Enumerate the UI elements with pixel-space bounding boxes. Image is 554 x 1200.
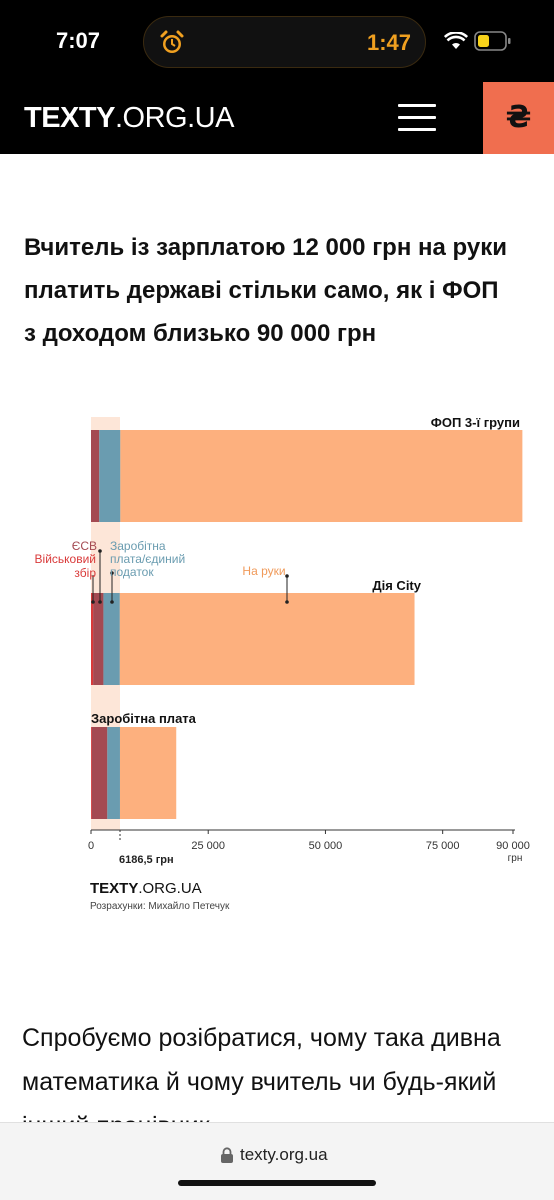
annotation-dot-military [91, 600, 95, 604]
bar-segment-1-2 [103, 593, 120, 685]
x-tick-label-0: 0 [88, 840, 94, 852]
url-text: texty.org.ua [240, 1145, 328, 1164]
annotation-label-esv: ЄСВ [72, 539, 97, 553]
annotation-dot-esv-top [98, 549, 102, 553]
threshold-label: 6186,5 грн [119, 854, 174, 866]
annotation-dot-net-top [285, 574, 289, 578]
annotation-dot-tax [110, 600, 114, 604]
x-tick-label-2: 50 000 [309, 840, 343, 852]
category-label-diia-city: Дія City [372, 578, 421, 593]
bar-segment-2-1 [91, 727, 108, 819]
annotation-dot-tax-top [110, 571, 114, 575]
timer-countdown: 1:47 [366, 30, 411, 55]
browser-url-bar[interactable]: texty.org.ua [0, 1122, 554, 1200]
bar-segment-2-2 [107, 727, 120, 819]
home-indicator[interactable] [178, 1180, 376, 1186]
category-label-fop: ФОП 3-ї групи [431, 415, 520, 430]
x-tick-label-3: 75 000 [426, 840, 460, 852]
x-tick-label-4: 90 000 [496, 840, 530, 852]
bar-segment-0-1 [91, 430, 100, 522]
bar-segment-0-2 [99, 430, 121, 522]
chart-credit: Розрахунки: Михайло Петечук [90, 901, 230, 912]
annotation-label-tax: Заробітна плата/єдиний податок [110, 539, 185, 579]
category-label-salary: Заробітна плата [91, 711, 197, 726]
status-time: 7:07 [56, 28, 101, 53]
x-unit-label: грн [508, 853, 523, 864]
site-logo[interactable]: TEXTY.ORG.UA [24, 102, 234, 134]
bar-segment-1-3 [119, 593, 415, 685]
battery-low-icon [474, 31, 511, 51]
x-tick-label-1: 25 000 [191, 840, 225, 852]
article-title: Вчитель із зарплатою 12 000 грн на руки … [24, 234, 507, 347]
bar-segment-1-0 [91, 593, 94, 685]
bar-segment-2-0 [91, 727, 92, 819]
lock-icon [221, 1147, 233, 1163]
alarm-clock-icon [160, 30, 184, 53]
hamburger-menu-icon[interactable] [398, 104, 436, 132]
annotation-label-military: Військовий збір [35, 552, 97, 580]
annotation-label-net: На руки [242, 564, 285, 578]
source-logo: TEXTY.ORG.UA [90, 880, 202, 897]
bar-segment-1-1 [93, 593, 104, 685]
wifi-icon [444, 32, 468, 49]
site-header: TEXTY.ORG.UA ₴ [0, 82, 554, 154]
dynamic-island[interactable]: 1:47 [143, 16, 426, 68]
status-bar: 7:07 1:47 [0, 0, 554, 82]
donate-button[interactable]: ₴ [483, 82, 554, 154]
stacked-bar-chart: ФОП 3-ї групи Дія City Заробітна плата ЄСВ В… [0, 405, 554, 925]
bar-segment-2-3 [119, 727, 177, 819]
bar-segment-0-3 [120, 430, 523, 522]
annotation-dot-net [285, 600, 289, 604]
annotation-dot-esv [98, 600, 102, 604]
